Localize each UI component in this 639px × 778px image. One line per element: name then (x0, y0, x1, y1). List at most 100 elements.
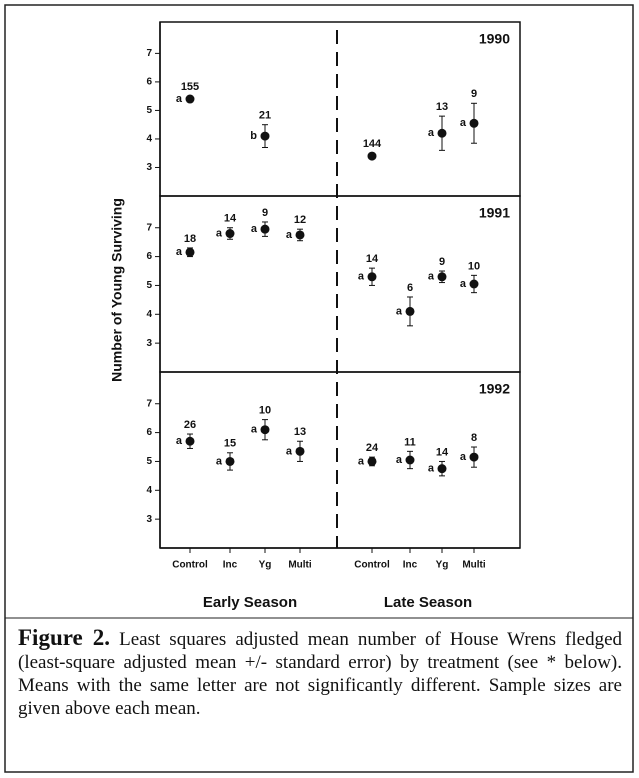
sample-size: 26 (184, 419, 196, 431)
y-tick-label: 7 (146, 222, 152, 233)
letter: a (460, 451, 467, 463)
mean-point (437, 128, 447, 138)
y-tick-label: 4 (146, 309, 152, 320)
letter: a (176, 93, 183, 105)
sample-size: 9 (262, 207, 268, 219)
panel (159, 21, 521, 197)
y-tick-label: 3 (146, 514, 152, 525)
sample-size: 14 (224, 213, 237, 225)
mean-point (185, 247, 195, 257)
panel-title: 1992 (479, 381, 510, 397)
x-tick-label: Control (172, 560, 208, 571)
y-tick-label: 6 (146, 77, 152, 88)
mean-point (225, 229, 235, 239)
letter: a (216, 227, 223, 239)
letter: a (396, 454, 403, 466)
letter: a (286, 445, 293, 457)
y-tick-label: 4 (146, 485, 152, 496)
y-tick-label: 6 (146, 251, 152, 262)
y-tick-label: 7 (146, 398, 152, 409)
sample-size: 21 (259, 110, 271, 122)
sample-size: 10 (259, 405, 271, 417)
mean-point (260, 224, 270, 234)
x-tick-label: Inc (223, 560, 238, 571)
y-tick-label: 4 (146, 134, 152, 145)
group-label: Late Season (384, 594, 472, 611)
sample-size: 6 (407, 282, 413, 294)
letter: a (396, 305, 403, 317)
mean-point (367, 151, 377, 161)
letter: a (460, 117, 467, 129)
sample-size: 13 (294, 426, 306, 438)
y-tick-label: 5 (146, 280, 152, 291)
mean-point (225, 456, 235, 466)
mean-point (405, 306, 415, 316)
letter: a (428, 463, 435, 475)
x-tick-label: Yg (259, 560, 272, 571)
x-tick-label: Multi (462, 560, 486, 571)
x-tick-label: Yg (436, 560, 449, 571)
y-tick-label: 7 (146, 48, 152, 59)
sample-size: 24 (366, 442, 379, 454)
panel-title: 1991 (479, 205, 510, 221)
caption-text: Least squares adjusted mean number of Ho… (18, 629, 623, 719)
mean-point (260, 425, 270, 435)
letter: a (251, 424, 258, 436)
x-tick-label: Control (354, 560, 390, 571)
mean-point (469, 279, 479, 289)
mean-point (295, 446, 305, 456)
mean-point (367, 272, 377, 282)
letter: a (460, 278, 467, 290)
panel-title: 1990 (479, 31, 510, 47)
sample-size: 144 (363, 138, 382, 150)
y-tick-label: 6 (146, 427, 152, 438)
caption: Figure 2. Least squares adjusted mean nu… (18, 626, 622, 720)
letter: a (216, 455, 223, 467)
y-axis-label: Number of Young Surviving (109, 198, 125, 382)
sample-size: 14 (366, 253, 379, 265)
mean-point (405, 455, 415, 465)
sample-size: 18 (184, 233, 196, 245)
panel (159, 371, 521, 549)
x-tick-label: Inc (403, 560, 418, 571)
sample-size: 15 (224, 438, 236, 450)
mean-point (295, 230, 305, 240)
sample-size: 13 (436, 101, 448, 113)
sample-size: 10 (468, 260, 480, 272)
letter: a (428, 271, 435, 283)
letter: b (250, 130, 257, 142)
sample-size: 155 (181, 81, 199, 93)
letter: a (176, 435, 183, 447)
sample-size: 11 (404, 436, 416, 448)
letter: a (358, 455, 365, 467)
caption-label: Figure 2. (18, 625, 111, 650)
mean-point (185, 436, 195, 446)
y-tick-label: 5 (146, 456, 152, 467)
sample-size: 14 (436, 446, 449, 458)
mean-point (260, 131, 270, 141)
y-tick-label: 3 (146, 338, 152, 349)
panel (159, 195, 521, 373)
letter: a (251, 223, 258, 235)
x-tick-label: Multi (288, 560, 312, 571)
sample-size: 9 (439, 256, 445, 268)
sample-size: 8 (471, 432, 477, 444)
letter: a (428, 127, 435, 139)
mean-point (185, 94, 195, 104)
letter: a (358, 271, 365, 283)
letter: a (286, 229, 293, 241)
sample-size: 9 (471, 88, 477, 100)
mean-point (367, 456, 377, 466)
mean-point (469, 452, 479, 462)
sample-size: 12 (294, 214, 306, 226)
mean-point (437, 272, 447, 282)
y-tick-label: 5 (146, 105, 152, 116)
letter: a (176, 246, 183, 258)
y-tick-label: 3 (146, 162, 152, 173)
outer-border (4, 4, 634, 773)
mean-point (469, 118, 479, 128)
group-label: Early Season (203, 594, 297, 611)
mean-point (437, 464, 447, 474)
